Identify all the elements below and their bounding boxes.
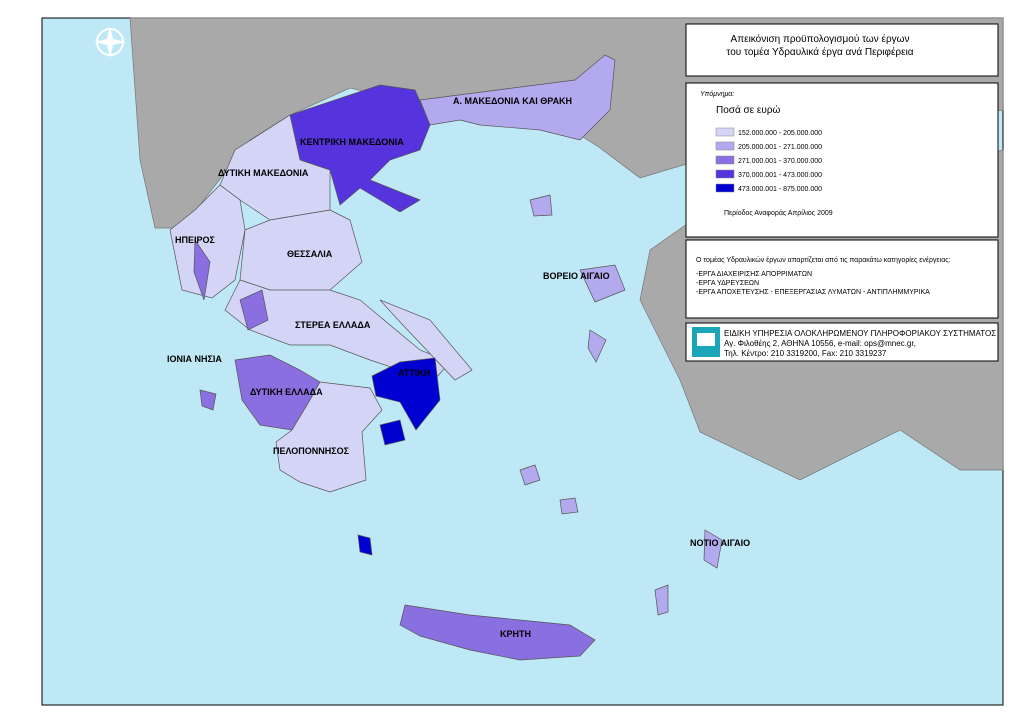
region-shape bbox=[399, 604, 596, 661]
info-intro: Ο τομέας Υδραυλικών έργων απαρτίζεται απ… bbox=[696, 256, 951, 264]
region-label: ΙΟΝΙΑ ΝΗΣΙΑ bbox=[167, 354, 222, 364]
legend-swatch bbox=[715, 141, 735, 151]
region-shape bbox=[579, 264, 626, 303]
region-shape bbox=[379, 419, 406, 446]
agency-logo bbox=[692, 327, 720, 357]
agency-address: Αγ. Φιλοθέης 2, ΑΘΗΝΑ 10556, e-mail: ops… bbox=[724, 339, 916, 348]
region-shape bbox=[379, 299, 473, 381]
legend-swatch bbox=[715, 127, 735, 137]
legend-label: 271.000.001 - 370.000.000 bbox=[738, 158, 822, 165]
legend-label: 473.000.001 - 875.000.000 bbox=[738, 186, 822, 193]
region-label: ΚΡΗΤΗ bbox=[500, 629, 531, 639]
region-label: ΝΟΤΙΟ ΑΙΓΑΙΟ bbox=[690, 538, 750, 548]
legend-subtitle: Ποσά σε ευρώ bbox=[716, 104, 781, 116]
region-label: ΠΕΛΟΠΟΝΝΗΣΟΣ bbox=[273, 446, 350, 456]
region-label: ΔΥΤΙΚΗ ΕΛΛΑΔΑ bbox=[250, 387, 323, 397]
region-shape bbox=[239, 289, 269, 331]
legend-label: 370.000.001 - 473.000.000 bbox=[738, 172, 822, 179]
legend-label: 205.000.001 - 271.000.000 bbox=[738, 144, 822, 151]
compass bbox=[94, 26, 126, 58]
region-shape bbox=[519, 464, 541, 486]
region-shape bbox=[587, 329, 607, 363]
region-label: ΚΕΝΤΡΙΚΗ ΜΑΚΕΔΟΝΙΑ bbox=[300, 137, 404, 147]
legend-period: Περίοδος Αναφοράς Απρίλιος 2009 bbox=[724, 209, 833, 217]
info-item: -ΕΡΓΑ ΑΠΟΧΕΤΕΥΣΗΣ - ΕΠΕΞΕΡΓΑΣΙΑΣ ΛΥΜΑΤΩΝ… bbox=[696, 289, 930, 296]
legend-box bbox=[685, 82, 999, 238]
info-item: -ΕΡΓΑ ΔΙΑΧΕΙΡΙΣΗΣ ΑΠΟΡΡΙΜΑΤΩΝ bbox=[696, 271, 812, 278]
title-box bbox=[685, 23, 999, 77]
region-label: ΔΥΤΙΚΗ ΜΑΚΕΔΟΝΙΑ bbox=[218, 168, 309, 178]
region-shape bbox=[559, 497, 579, 515]
region-shape bbox=[371, 357, 441, 431]
region-shape bbox=[193, 238, 211, 301]
region-shape bbox=[529, 194, 553, 217]
region-label: ΑΤΤΙΚΗ bbox=[398, 368, 430, 378]
title: του τομέα Υδραυλικά έργα ανά Περιφέρεια bbox=[726, 46, 913, 58]
info-item: -ΕΡΓΑ ΥΔΡΕΥΣΕΩΝ bbox=[696, 280, 759, 287]
region-label: ΣΤΕΡΕΑ ΕΛΛΑΔΑ bbox=[295, 320, 371, 330]
legend-swatch bbox=[715, 183, 735, 193]
region-shape bbox=[703, 529, 723, 569]
legend-heading: Υπόμνημα: bbox=[700, 90, 734, 98]
region-shape bbox=[357, 534, 373, 556]
legend-swatch bbox=[715, 155, 735, 165]
legend-label: 152.000.000 - 205.000.000 bbox=[738, 130, 822, 137]
region-label: ΗΠΕΙΡΟΣ bbox=[175, 235, 216, 245]
region-shape bbox=[654, 584, 669, 616]
info-box bbox=[685, 239, 999, 319]
region-label: Α. ΜΑΚΕΔΟΝΙΑ ΚΑΙ ΘΡΑΚΗ bbox=[453, 96, 572, 106]
title: Απεικόνιση προϋπολογισμού των έργων bbox=[731, 33, 910, 45]
region-shape bbox=[199, 389, 217, 411]
region-shape bbox=[169, 184, 246, 299]
legend-swatch bbox=[715, 169, 735, 179]
region-shape bbox=[289, 84, 431, 213]
region-label: ΒΟΡΕΙΟ ΑΙΓΑΙΟ bbox=[543, 271, 610, 281]
region-label: ΘΕΣΣΑΛΙΑ bbox=[287, 249, 333, 259]
region-shape bbox=[275, 381, 383, 493]
agency-phone: Τηλ. Κέντρο: 210 3319200, Fax: 210 33192… bbox=[724, 349, 887, 358]
agency-name: ΕΙΔΙΚΗ ΥΠΗΡΕΣΙΑ ΟΛΟΚΛΗΡΩΜΕΝΟΥ ΠΛΗΡΟΦΟΡΙΑ… bbox=[724, 329, 996, 338]
agency-box bbox=[685, 322, 999, 362]
region-shape bbox=[419, 54, 616, 141]
